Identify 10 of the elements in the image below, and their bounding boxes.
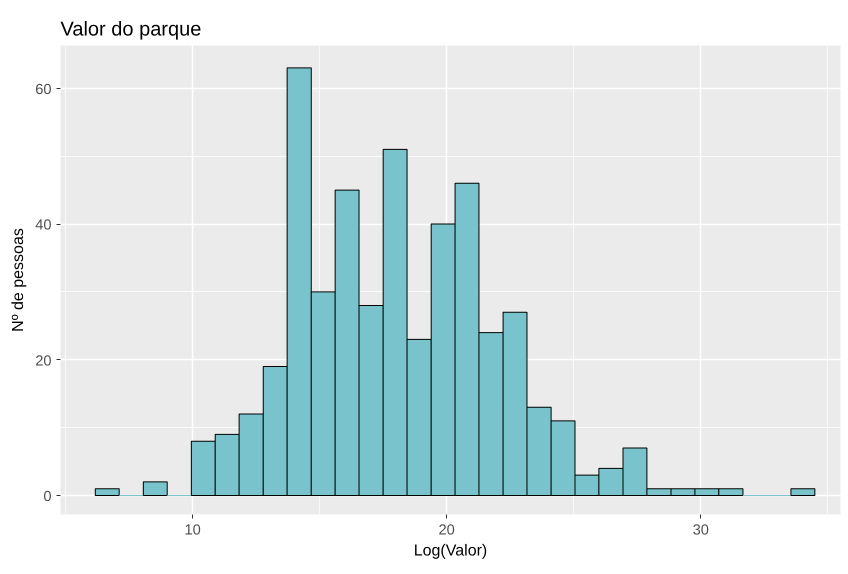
y-tick-label: 0	[43, 488, 52, 505]
y-tick-label: 60	[35, 82, 52, 98]
y-tick-label: 40	[35, 218, 52, 234]
x-axis-title: Log(Valor)	[414, 542, 488, 560]
x-tick-label: 20	[438, 522, 455, 538]
x-tick-label: 30	[692, 522, 709, 538]
chart-title: Valor do parque	[60, 18, 202, 40]
y-tick-label: 20	[35, 353, 52, 370]
y-axis-title: Nº de pessoas	[10, 228, 28, 332]
x-tick-label: 10	[184, 522, 201, 538]
